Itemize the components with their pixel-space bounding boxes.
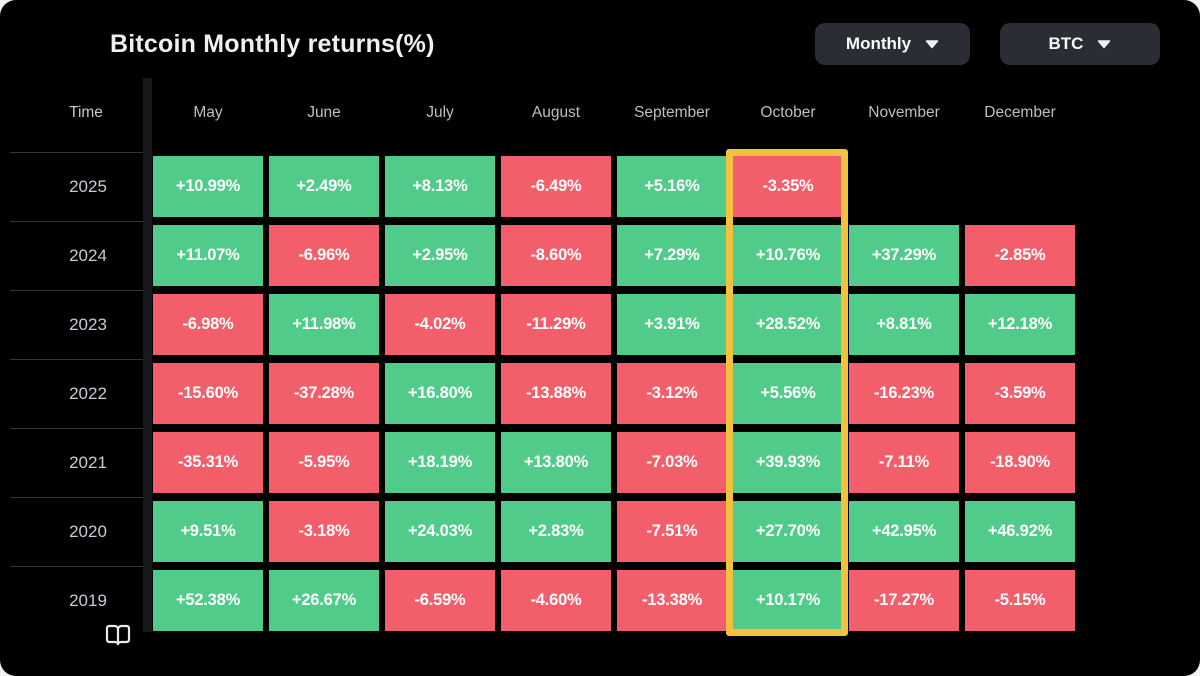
return-cell-2020-december: +46.92% <box>965 501 1075 562</box>
return-cell-2025-september: +5.16% <box>617 156 727 217</box>
return-cell-2019-december: -5.15% <box>965 570 1075 631</box>
month-header-august: August <box>531 104 581 121</box>
chevron-down-icon <box>925 39 939 49</box>
row-separator <box>10 152 143 153</box>
return-cell-2022-october: +5.56% <box>733 363 843 424</box>
year-label-2021: 2021 <box>69 453 107 472</box>
return-cell-2022-july: +16.80% <box>385 363 495 424</box>
return-cell-2024-december: -2.85% <box>965 225 1075 286</box>
return-cell-2023-june: +11.98% <box>269 294 379 355</box>
chevron-down-icon <box>1097 39 1111 49</box>
asset-dropdown[interactable]: BTC <box>1000 23 1160 65</box>
return-cell-2023-september: +3.91% <box>617 294 727 355</box>
return-cell-2019-may: +52.38% <box>153 570 263 631</box>
return-cell-2019-june: +26.67% <box>269 570 379 631</box>
return-cell-2022-may: -15.60% <box>153 363 263 424</box>
return-cell-2022-november: -16.23% <box>849 363 959 424</box>
return-cell-2024-july: +2.95% <box>385 225 495 286</box>
return-cell-2019-august: -4.60% <box>501 570 611 631</box>
row-separator <box>10 428 143 429</box>
month-header-november: November <box>868 104 940 121</box>
return-cell-2020-august: +2.83% <box>501 501 611 562</box>
return-cell-2021-december: -18.90% <box>965 432 1075 493</box>
month-header-june: June <box>307 104 341 121</box>
row-separator <box>10 359 143 360</box>
return-cell-2025-august: -6.49% <box>501 156 611 217</box>
return-cell-2021-july: +18.19% <box>385 432 495 493</box>
return-cell-2023-december: +12.18% <box>965 294 1075 355</box>
year-label-2019: 2019 <box>69 591 107 610</box>
return-cell-2023-july: -4.02% <box>385 294 495 355</box>
return-cell-2021-june: -5.95% <box>269 432 379 493</box>
return-cell-2025-october: -3.35% <box>733 156 843 217</box>
month-header-october: October <box>760 104 816 121</box>
asset-dropdown-value: BTC <box>1048 34 1084 53</box>
return-cell-2025-may: +10.99% <box>153 156 263 217</box>
year-label-2023: 2023 <box>69 315 107 334</box>
return-cell-2024-october: +10.76% <box>733 225 843 286</box>
return-cell-2020-october: +27.70% <box>733 501 843 562</box>
return-cell-2023-october: +28.52% <box>733 294 843 355</box>
return-cell-2020-november: +42.95% <box>849 501 959 562</box>
return-cell-2019-october: +10.17% <box>733 570 843 631</box>
row-separator <box>10 497 143 498</box>
row-separator <box>10 290 143 291</box>
month-header-september: September <box>634 104 710 121</box>
return-cell-2019-july: -6.59% <box>385 570 495 631</box>
return-cell-2024-may: +11.07% <box>153 225 263 286</box>
year-label-2020: 2020 <box>69 522 107 541</box>
row-separator <box>10 566 143 567</box>
time-column-header: Time <box>69 104 103 121</box>
return-cell-2019-november: -17.27% <box>849 570 959 631</box>
return-cell-2023-may: -6.98% <box>153 294 263 355</box>
return-cell-2022-september: -3.12% <box>617 363 727 424</box>
return-cell-2023-november: +8.81% <box>849 294 959 355</box>
page-title: Bitcoin Monthly returns(%) <box>110 30 435 58</box>
month-header-july: July <box>426 104 454 121</box>
return-cell-2020-may: +9.51% <box>153 501 263 562</box>
year-label-2022: 2022 <box>69 384 107 403</box>
return-cell-2022-august: -13.88% <box>501 363 611 424</box>
return-cell-2021-august: +13.80% <box>501 432 611 493</box>
axis-divider <box>143 78 152 632</box>
open-book-icon[interactable] <box>102 620 134 648</box>
return-cell-2021-november: -7.11% <box>849 432 959 493</box>
return-cell-2025-july: +8.13% <box>385 156 495 217</box>
year-label-2025: 2025 <box>69 177 107 196</box>
month-header-may: May <box>193 104 223 121</box>
year-label-2024: 2024 <box>69 246 107 265</box>
return-cell-2022-december: -3.59% <box>965 363 1075 424</box>
month-header-december: December <box>984 104 1056 121</box>
return-cell-2020-june: -3.18% <box>269 501 379 562</box>
return-cell-2024-august: -8.60% <box>501 225 611 286</box>
period-dropdown-value: Monthly <box>845 34 912 53</box>
return-cell-2022-june: -37.28% <box>269 363 379 424</box>
return-cell-2019-september: -13.38% <box>617 570 727 631</box>
row-separator <box>10 221 143 222</box>
return-cell-2021-october: +39.93% <box>733 432 843 493</box>
return-cell-2020-july: +24.03% <box>385 501 495 562</box>
returns-grid: +10.99% +2.49% +8.13% -6.49% +5.16% -3.35% +11… <box>153 156 1075 631</box>
return-cell-2021-may: -35.31% <box>153 432 263 493</box>
return-cell-2025-june: +2.49% <box>269 156 379 217</box>
return-cell-2024-september: +7.29% <box>617 225 727 286</box>
return-cell-2023-august: -11.29% <box>501 294 611 355</box>
return-cell-2024-june: -6.96% <box>269 225 379 286</box>
return-cell-2020-september: -7.51% <box>617 501 727 562</box>
period-dropdown[interactable]: Monthly <box>815 23 970 65</box>
return-cell-2024-november: +37.29% <box>849 225 959 286</box>
return-cell-2021-september: -7.03% <box>617 432 727 493</box>
